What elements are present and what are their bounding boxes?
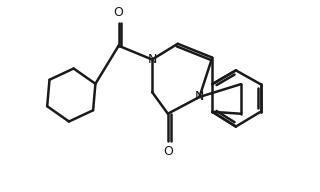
Text: O: O [114,6,124,19]
Text: N: N [148,53,157,66]
Text: O: O [163,145,173,158]
Text: N: N [195,90,204,103]
